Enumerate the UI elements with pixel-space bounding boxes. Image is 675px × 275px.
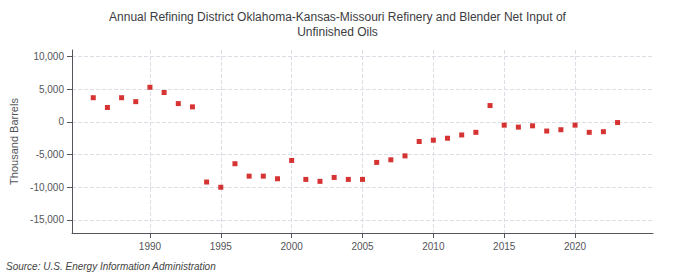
svg-text:2020: 2020 [564, 241, 587, 252]
svg-text:Thousand Barrels: Thousand Barrels [8, 98, 20, 185]
svg-text:2010: 2010 [422, 241, 445, 252]
svg-text:10,000: 10,000 [33, 51, 64, 62]
svg-text:2005: 2005 [351, 241, 374, 252]
svg-text:1990: 1990 [139, 241, 162, 252]
svg-text:Unfinished Oils: Unfinished Oils [297, 25, 378, 39]
svg-text:Annual Refining District Oklah: Annual Refining District Oklahoma-Kansas… [109, 10, 567, 24]
svg-text:-15,000: -15,000 [30, 214, 64, 225]
svg-text:2000: 2000 [281, 241, 304, 252]
svg-text:1995: 1995 [210, 241, 233, 252]
svg-text:-5,000: -5,000 [36, 149, 65, 160]
svg-text:2015: 2015 [493, 241, 516, 252]
svg-text:Source: U.S. Energy Informatio: Source: U.S. Energy Information Administ… [6, 261, 216, 272]
svg-text:5,000: 5,000 [39, 84, 64, 95]
svg-text:-10,000: -10,000 [30, 182, 64, 193]
svg-text:0: 0 [58, 116, 64, 127]
